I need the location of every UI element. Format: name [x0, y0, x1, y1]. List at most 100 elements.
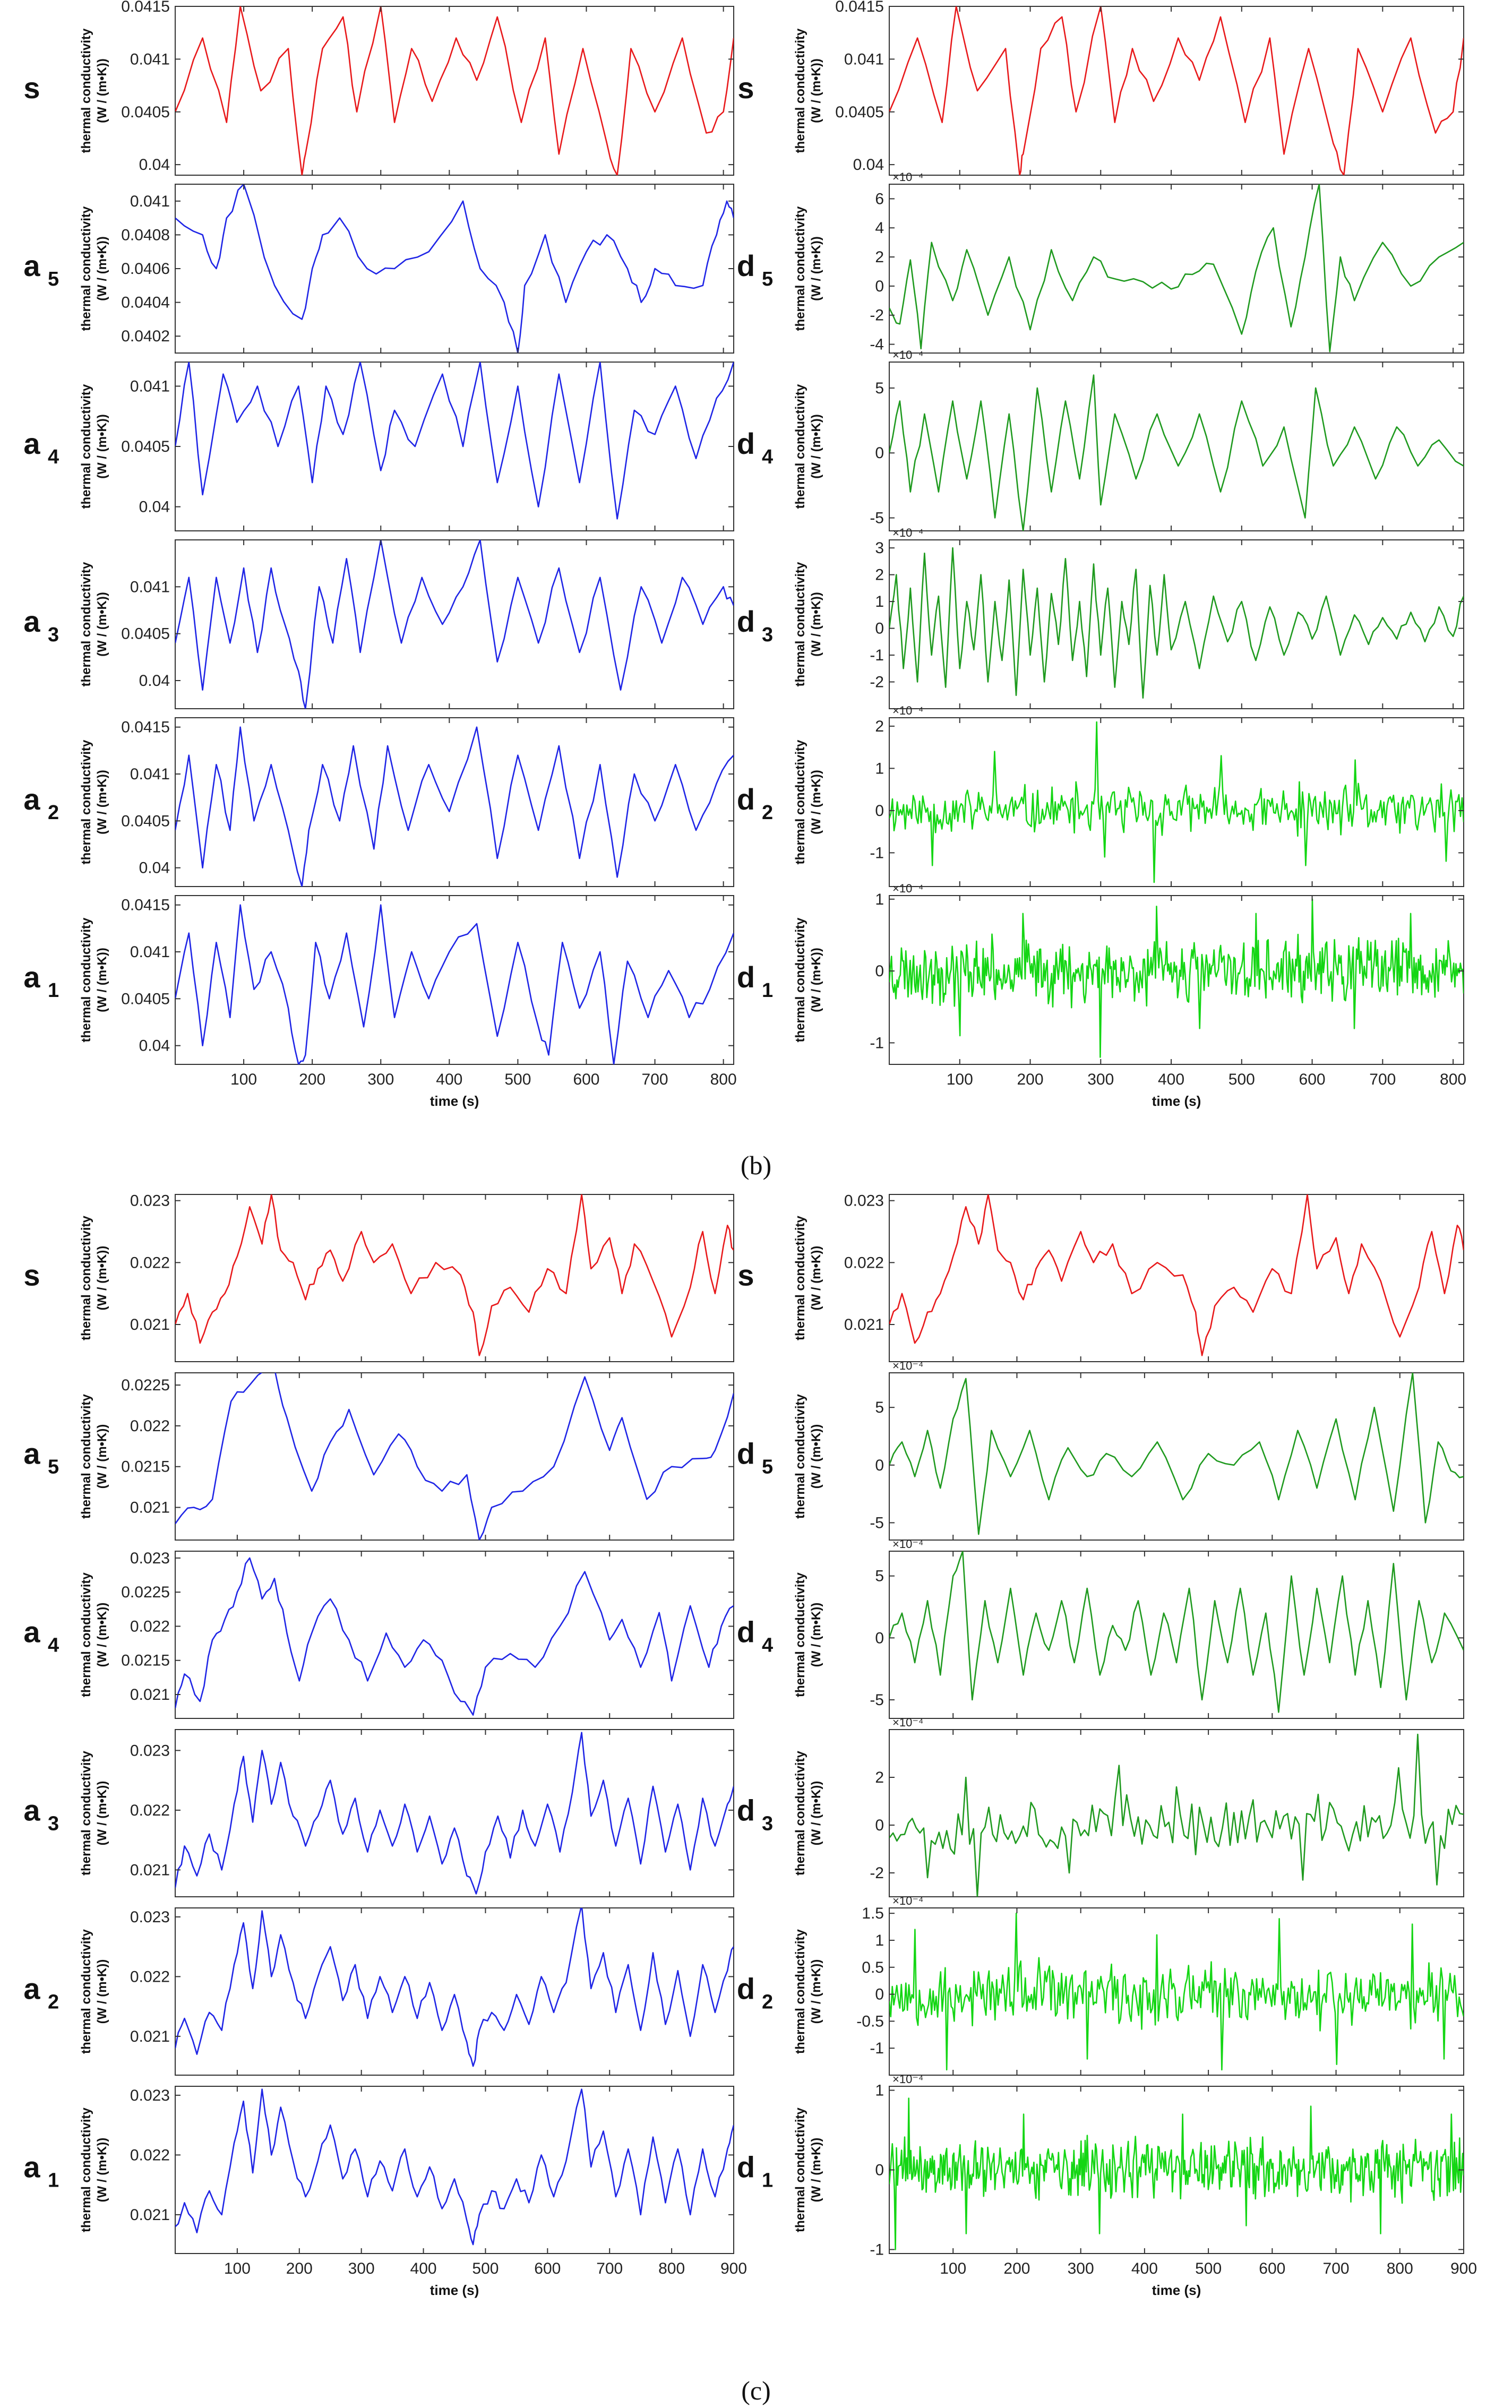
- row-label-subscript: 2: [762, 802, 773, 824]
- y-axis-label: thermal conductivity (W / (m•K)): [79, 1572, 109, 1697]
- series-line: [175, 1557, 734, 1716]
- y-axis-label-line: thermal conductivity: [79, 206, 93, 331]
- y-tick-label: 0.0404: [121, 294, 170, 312]
- series-line: [175, 726, 734, 887]
- x-axis-label: time (s): [430, 2282, 479, 2298]
- y-tick-label: 0.021: [130, 1861, 170, 1879]
- y-axis-label: thermal conductivity (W / (m•K)): [793, 1572, 823, 1697]
- x-tick-label: 100: [947, 1071, 973, 1088]
- y-axis-label-line: thermal conductivity: [793, 384, 807, 509]
- x-tick-label: 600: [573, 1071, 599, 1088]
- axes-frame: [889, 1551, 1464, 1719]
- subplot-b-d3-right: -2 -1 0 1 2 3 ×10⁻⁴ thermal conductivity (W / (m…: [737, 526, 1464, 709]
- row-label: a: [23, 605, 40, 638]
- y-tick-label: -2: [870, 307, 884, 324]
- y-exponent-label: ×10⁻⁴: [892, 1894, 923, 1907]
- y-tick-label: -1: [870, 1034, 884, 1052]
- row-label-subscript: 2: [48, 802, 59, 824]
- y-tick-label: 0.021: [130, 2206, 170, 2224]
- y-tick-label: 0.023: [130, 1908, 170, 1926]
- axes-frame: [175, 717, 734, 887]
- y-tick-label: 0: [875, 278, 884, 295]
- y-tick-label: 0.0415: [835, 0, 884, 15]
- subplot-b-d1-right: -1 0 1 100 200 300 400 500 600 700 800 time (s) ×10⁻…: [737, 882, 1466, 1109]
- y-tick-label: 0.0402: [121, 328, 170, 345]
- y-tick-label: 6: [875, 190, 884, 208]
- caption-b: (b): [741, 1150, 771, 1180]
- axes-frame: [175, 2086, 734, 2254]
- y-tick-label: 0.0415: [121, 719, 170, 736]
- x-tick-label: 400: [1158, 1071, 1184, 1088]
- y-axis-label: thermal conductivity (W / (m•K)): [79, 739, 109, 864]
- x-tick-label: 100: [230, 1071, 257, 1088]
- y-axis-label-line: thermal conductivity: [793, 917, 807, 1042]
- x-tick-label: 700: [1369, 1071, 1396, 1088]
- y-tick-label: 0.041: [130, 578, 170, 596]
- axes-frame: [889, 717, 1464, 887]
- row-label-subscript: 1: [762, 2170, 773, 2192]
- x-tick-label: 700: [642, 1071, 668, 1088]
- row-label: s: [23, 1259, 40, 1292]
- row-label-subscript: 4: [762, 1635, 773, 1657]
- y-axis-label-line: (W / (m•K)): [809, 236, 823, 301]
- y-tick-label: 5: [875, 380, 884, 397]
- row-label-subscript: 3: [48, 624, 59, 646]
- x-tick-label: 100: [224, 2260, 251, 2277]
- y-tick-label: 0.0405: [121, 104, 170, 121]
- x-tick-label: 600: [534, 2260, 561, 2277]
- y-tick-label: -1: [870, 647, 884, 664]
- y-axis-label: thermal conductivity (W / (m•K)): [79, 1215, 109, 1340]
- subplot-c-a4-left: 0.021 0.0215 0.022 0.0225 0.023 thermal condu…: [23, 1550, 734, 1719]
- subplot-b-d5-right: -4 -2 0 2 4 6 ×10⁻⁴ thermal conductivity (W / (m…: [737, 170, 1464, 354]
- y-tick-label: 0.04: [139, 859, 170, 877]
- series-line: [889, 1551, 1464, 1713]
- row-label: a: [23, 1437, 40, 1470]
- y-exponent-label: ×10⁻⁴: [892, 1716, 923, 1729]
- row-label: d: [737, 1437, 755, 1470]
- row-label-subscript: 3: [762, 624, 773, 646]
- y-axis-label-line: thermal conductivity: [79, 1929, 93, 2053]
- series-line: [175, 362, 734, 520]
- y-exponent-label: ×10⁻⁴: [892, 170, 923, 184]
- row-label-subscript: 5: [48, 268, 59, 290]
- row-label-subscript: 1: [48, 979, 59, 1002]
- x-tick-label: 600: [1259, 2260, 1285, 2277]
- x-tick-label: 800: [658, 2260, 685, 2277]
- y-axis-label: thermal conductivity (W / (m•K)): [793, 1750, 823, 1875]
- x-tick-label: 900: [1450, 2260, 1477, 2277]
- subplot-b-a3-left: 0.04 0.0405 0.041 thermal conductivity (W / …: [23, 539, 734, 709]
- y-tick-label: 0: [875, 802, 884, 820]
- subplot-b-a2-left: 0.04 0.0405 0.041 0.0415 thermal conductivit…: [23, 717, 734, 887]
- y-axis-label-line: thermal conductivity: [79, 739, 93, 864]
- y-tick-label: 0: [875, 444, 884, 462]
- x-tick-label: 800: [710, 1071, 737, 1088]
- series-line: [175, 1373, 734, 1540]
- y-tick-label: 0.021: [130, 1316, 170, 1334]
- row-label: a: [23, 1615, 40, 1649]
- y-axis-label-line: thermal conductivity: [79, 2107, 93, 2232]
- subplot-c-a2-left: 0.021 0.022 0.023 thermal conductivity (W / …: [23, 1907, 734, 2076]
- y-axis-label: thermal conductivity (W / (m•K)): [79, 28, 109, 153]
- x-axis-label: time (s): [430, 1093, 479, 1109]
- y-tick-label: 0.022: [130, 1968, 170, 1985]
- series-line: [889, 1373, 1464, 1535]
- y-tick-label: 1: [875, 891, 884, 908]
- y-axis-label-line: (W / (m•K)): [95, 948, 109, 1012]
- y-tick-label: 0.022: [130, 2146, 170, 2164]
- row-label: a: [23, 960, 40, 994]
- row-label-subscript: 1: [762, 979, 773, 1002]
- y-exponent-label: ×10⁻⁴: [892, 2072, 923, 2086]
- y-axis-label-line: (W / (m•K)): [809, 58, 823, 123]
- y-axis-label: thermal conductivity (W / (m•K)): [793, 384, 823, 509]
- series-line: [175, 184, 734, 353]
- subplot-b-a4-left: 0.04 0.0405 0.041 thermal conductivity (W / …: [23, 362, 734, 531]
- series-line: [175, 6, 734, 175]
- y-axis-label: thermal conductivity (W / (m•K)): [793, 739, 823, 864]
- y-axis-label-line: (W / (m•K)): [95, 2138, 109, 2203]
- y-exponent-label: ×10⁻⁴: [892, 1359, 923, 1372]
- y-axis-label-line: (W / (m•K)): [809, 1603, 823, 1667]
- y-axis-label-line: (W / (m•K)): [95, 1603, 109, 1667]
- y-tick-label: 0: [875, 1457, 884, 1474]
- x-tick-label: 200: [299, 1071, 325, 1088]
